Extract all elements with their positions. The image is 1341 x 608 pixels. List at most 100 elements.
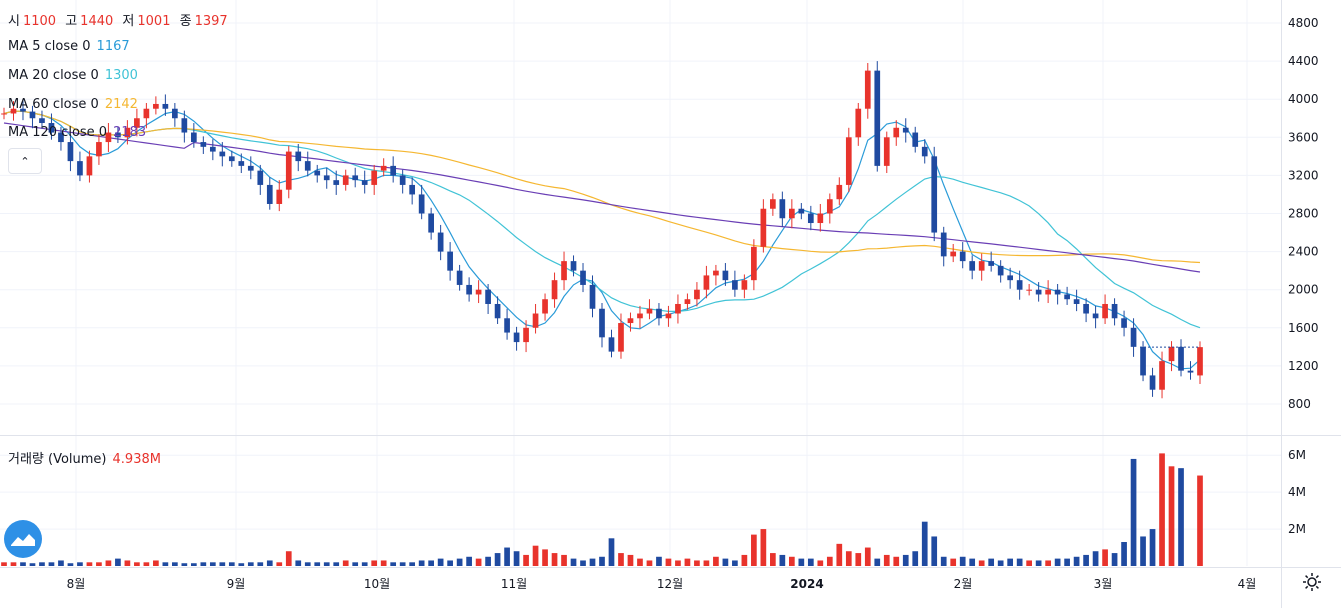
volume-bar	[134, 562, 140, 566]
candle	[997, 265, 1004, 276]
volume-bar	[447, 560, 453, 566]
time-axis-label: 10월	[364, 577, 390, 591]
volume-bar	[1111, 553, 1118, 566]
candle	[10, 108, 17, 114]
volume-bar	[1197, 475, 1203, 566]
volume-bar	[96, 562, 102, 566]
candle	[988, 261, 995, 266]
candle	[770, 199, 776, 209]
candle	[646, 308, 653, 314]
volume-bar	[1064, 558, 1070, 566]
collapse-legend-button[interactable]: ⌃	[8, 148, 42, 174]
volume-bar	[542, 549, 548, 566]
ma60-legend[interactable]: MA 60 close 0 2142	[8, 97, 138, 112]
volume-bar	[219, 562, 226, 566]
volume-bar	[10, 562, 17, 566]
volume-bar	[713, 556, 719, 566]
volume-bar	[532, 545, 539, 566]
volume-bar	[247, 562, 254, 566]
volume-bar	[295, 560, 302, 566]
time-axis-label: 8월	[67, 577, 86, 591]
candle	[732, 280, 738, 290]
tradingview-logo-icon[interactable]	[4, 520, 42, 558]
gear-icon[interactable]	[1300, 570, 1324, 594]
candle	[456, 270, 463, 285]
candle	[864, 70, 871, 109]
candle	[959, 251, 966, 262]
volume-bar	[950, 558, 957, 566]
candle	[1026, 289, 1032, 291]
candle	[893, 127, 900, 138]
candle	[96, 142, 102, 157]
volume-bar	[371, 560, 378, 566]
low-label: 저	[122, 14, 135, 29]
price-axis-label: 4400	[1288, 54, 1319, 68]
volume-bar	[561, 554, 567, 566]
candle	[836, 184, 843, 200]
volume-bar	[770, 553, 776, 566]
time-axis-label: 12월	[657, 577, 683, 591]
candle	[200, 142, 207, 147]
volume-bar	[39, 562, 45, 566]
volume-bar	[181, 563, 188, 566]
volume-bar	[29, 563, 36, 566]
volume-bar	[86, 562, 93, 566]
candle	[257, 170, 264, 185]
volume-bar	[115, 558, 121, 566]
candle	[978, 261, 985, 271]
volume-bar	[684, 558, 691, 566]
volume-bar	[779, 554, 786, 566]
ma60-label: MA 60 close 0	[8, 97, 99, 112]
candle	[409, 184, 416, 195]
candle	[798, 208, 805, 214]
candle	[523, 327, 529, 343]
volume-bar	[257, 562, 264, 566]
volume-axis-label: 4M	[1288, 485, 1306, 499]
volume-bar	[1083, 554, 1089, 566]
volume-bar	[627, 554, 634, 566]
candle	[1140, 346, 1146, 376]
volume-bar	[20, 562, 26, 566]
volume-bar	[238, 563, 245, 566]
volume-bar	[228, 562, 235, 566]
volume-bar	[1168, 466, 1175, 566]
ma120-legend[interactable]: MA 120 close 0 2183	[8, 125, 146, 140]
time-axis-label: 3월	[1094, 577, 1113, 591]
volume-bar	[1007, 558, 1014, 566]
volume-bar	[1073, 556, 1080, 566]
volume-bar	[921, 521, 928, 566]
price-axis-label: 1600	[1288, 321, 1319, 335]
ma20-legend[interactable]: MA 20 close 0 1300	[8, 68, 138, 83]
ma-line-20	[3, 110, 1201, 329]
volume-bar	[1092, 551, 1099, 566]
volume-label: 거래량 (Volume)	[8, 452, 107, 467]
candle	[912, 132, 919, 147]
volume-bar	[172, 562, 178, 566]
candle	[143, 108, 150, 119]
volume-bar	[988, 558, 995, 566]
volume-bar	[694, 560, 700, 566]
volume-bar	[874, 558, 881, 566]
volume-bar	[1178, 468, 1184, 566]
candle	[1016, 280, 1023, 290]
volume-bar	[276, 562, 283, 566]
volume-bar	[1130, 458, 1137, 566]
candle	[1197, 347, 1203, 376]
volume-legend[interactable]: 거래량 (Volume) 4.938M	[8, 448, 161, 467]
candle	[67, 142, 74, 162]
volume-bar	[409, 562, 416, 566]
ma5-legend[interactable]: MA 5 close 0 1167	[8, 39, 130, 54]
candle	[1, 113, 7, 115]
candle	[532, 313, 539, 328]
volume-bar	[751, 534, 757, 566]
volume-bar	[722, 558, 729, 566]
volume-bar	[931, 536, 938, 566]
volume-bar	[1054, 558, 1061, 566]
volume-axis-label: 2M	[1288, 522, 1306, 536]
volume-bar	[352, 562, 359, 566]
volume-bar	[399, 562, 406, 566]
close-label: 종	[179, 14, 192, 29]
ma5-label: MA 5 close 0	[8, 39, 91, 54]
candle	[475, 289, 482, 295]
